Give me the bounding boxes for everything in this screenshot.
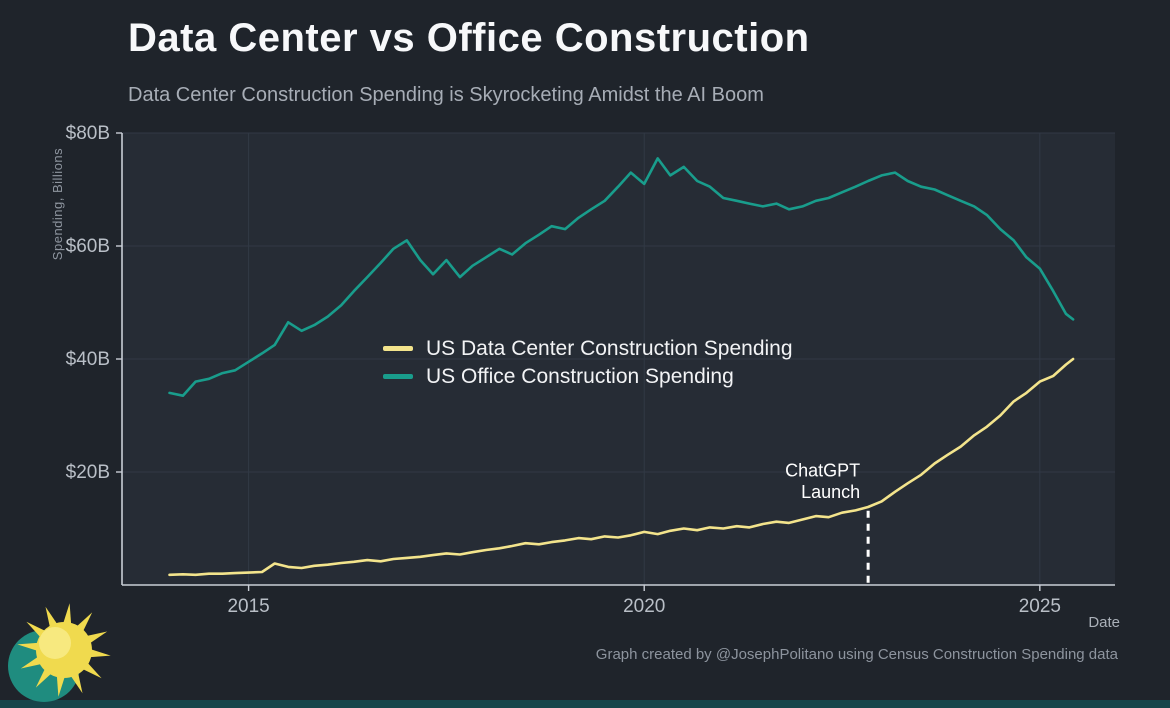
chart-subtitle: Data Center Construction Spending is Sky… <box>128 84 764 106</box>
chatgpt-launch-annotation-text: Launch <box>801 482 860 502</box>
series-line-0 <box>168 357 1075 577</box>
office-legend-swatch <box>383 374 413 379</box>
chart-legend: US Data Center Construction Spending US … <box>383 336 793 389</box>
logo-sun-highlight <box>39 627 71 659</box>
legend-item-office: US Office Construction Spending <box>383 364 793 389</box>
x-axis-label: Date <box>1088 614 1120 631</box>
logo-sun-ray <box>89 649 111 658</box>
logo-sun-ray <box>35 668 52 688</box>
y-tick-label: $20B <box>66 462 110 483</box>
logo-sun-ray <box>17 642 39 651</box>
x-tick-label: 2015 <box>227 596 269 617</box>
logo-sun-ray <box>56 675 65 697</box>
chatgpt-launch-annotation-text: ChatGPT <box>785 461 860 481</box>
x-tick-label: 2020 <box>623 596 665 617</box>
bottom-accent-strip <box>0 700 1170 708</box>
logo-sun-ray <box>20 656 42 669</box>
legend-label-office: US Office Construction Spending <box>426 364 734 388</box>
logo-sun-ray <box>26 621 46 638</box>
legend-item-data-center: US Data Center Construction Spending <box>383 336 793 361</box>
sun-logo <box>8 603 111 702</box>
logo-sun-ray <box>86 631 108 644</box>
series-line-1 <box>168 157 1075 398</box>
data-center-legend-swatch <box>383 346 413 351</box>
y-axis-label: Spending, Billions <box>50 147 65 261</box>
logo-sun-ray <box>70 672 83 694</box>
y-tick-label: $40B <box>66 349 110 370</box>
attribution-text: Graph created by @JosephPolitano using C… <box>595 646 1118 663</box>
logo-sun-ray <box>82 662 102 679</box>
logo-sun-ray <box>63 603 72 625</box>
legend-label-data-center: US Data Center Construction Spending <box>426 336 793 360</box>
chart-title: Data Center vs Office Construction <box>128 16 810 60</box>
logo-sun-ray <box>45 606 58 628</box>
logo-sun-ray <box>76 612 93 632</box>
y-tick-label: $80B <box>66 123 110 144</box>
x-tick-label: 2025 <box>1019 596 1061 617</box>
y-tick-label: $60B <box>66 236 110 257</box>
